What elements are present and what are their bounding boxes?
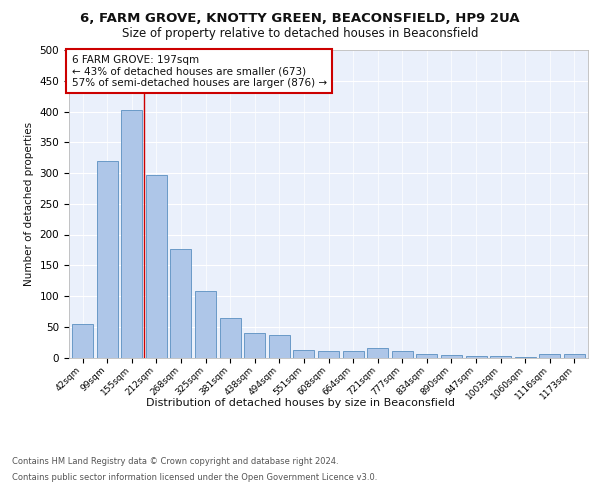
Bar [564,354,585,358]
Bar [170,250,191,358]
Bar [490,356,511,358]
Bar [392,352,413,358]
Bar [97,160,118,358]
Bar [343,350,364,358]
Bar [416,354,437,358]
Text: 6 FARM GROVE: 197sqm
← 43% of detached houses are smaller (673)
57% of semi-deta: 6 FARM GROVE: 197sqm ← 43% of detached h… [71,54,327,88]
Bar [195,291,216,358]
Text: Contains HM Land Registry data © Crown copyright and database right 2024.: Contains HM Land Registry data © Crown c… [12,458,338,466]
Text: Size of property relative to detached houses in Beaconsfield: Size of property relative to detached ho… [122,28,478,40]
Bar [318,350,339,358]
Text: Distribution of detached houses by size in Beaconsfield: Distribution of detached houses by size … [146,398,455,407]
Bar [72,324,93,358]
Bar [367,348,388,358]
Bar [220,318,241,358]
Bar [441,355,462,358]
Bar [269,336,290,357]
Bar [539,354,560,358]
Bar [244,333,265,357]
Bar [121,110,142,358]
Bar [293,350,314,358]
Y-axis label: Number of detached properties: Number of detached properties [24,122,34,286]
Text: 6, FARM GROVE, KNOTTY GREEN, BEACONSFIELD, HP9 2UA: 6, FARM GROVE, KNOTTY GREEN, BEACONSFIEL… [80,12,520,26]
Bar [515,357,536,358]
Bar [146,175,167,358]
Text: Contains public sector information licensed under the Open Government Licence v3: Contains public sector information licen… [12,472,377,482]
Bar [466,356,487,358]
